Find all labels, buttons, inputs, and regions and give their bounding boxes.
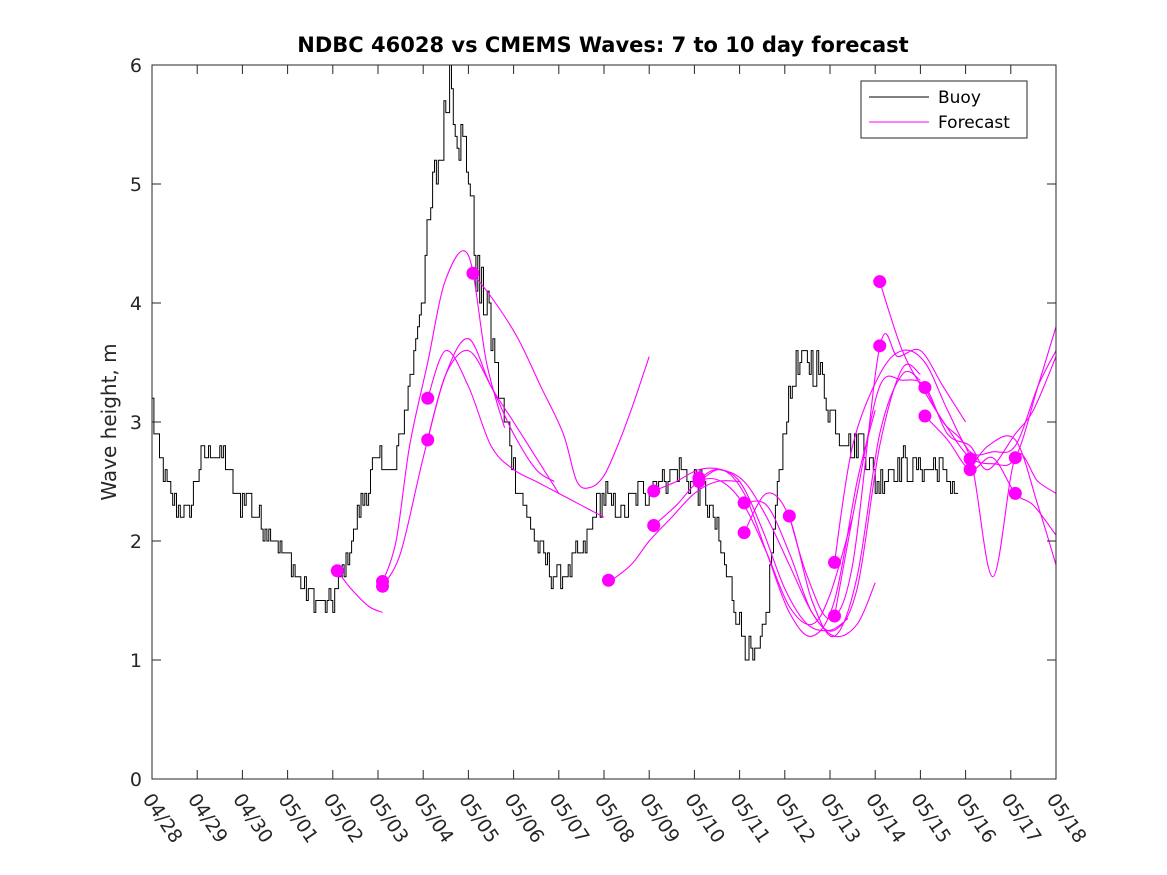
y-tick-label: 6 [130, 55, 142, 77]
y-tick-label: 4 [130, 293, 142, 315]
y-tick-label: 0 [130, 769, 142, 791]
series-layer [152, 64, 1057, 661]
forecast-marker [1008, 451, 1022, 465]
buoy-series-line [152, 64, 959, 661]
forecast-marker [466, 266, 480, 280]
forecast-series-line-15 [833, 349, 1057, 563]
forecast-marker [828, 555, 842, 569]
forecast-series-line-6 [472, 272, 650, 489]
forecast-marker [647, 484, 661, 498]
forecast-series-line-1 [336, 570, 383, 613]
forecast-marker [828, 609, 842, 623]
forecast-marker [782, 509, 796, 523]
forecast-series-line-5 [427, 349, 555, 482]
y-axis-label: Wave height, m [97, 343, 121, 500]
legend-buoy-label: Buoy [938, 88, 981, 108]
forecast-marker [873, 339, 887, 353]
forecast-series-line-7 [608, 480, 740, 584]
forecast-marker [963, 452, 977, 466]
forecast-series-line-18 [924, 387, 1057, 578]
forecast-marker [1008, 486, 1022, 500]
forecast-marker [647, 519, 661, 533]
forecast-series-line-13 [743, 370, 921, 638]
legend-box [860, 80, 1028, 139]
forecast-series-line-8 [653, 467, 876, 638]
forecast-series-line-3 [382, 338, 560, 587]
forecast-series-line-16 [833, 356, 1057, 617]
forecast-series-line-14 [788, 333, 967, 619]
forecast-series-line-4 [427, 350, 605, 518]
forecast-marker [737, 496, 751, 510]
forecast-marker [918, 409, 932, 423]
forecast-series-line-19 [924, 415, 1057, 536]
chart-title: NDBC 46028 vs CMEMS Waves: 7 to 10 day f… [297, 33, 908, 57]
legend-forecast-label: Forecast [938, 113, 1010, 133]
y-tick-label: 2 [130, 531, 142, 553]
y-tick-label: 3 [130, 412, 142, 434]
forecast-marker [692, 475, 706, 488]
forecast-series-line-20 [969, 435, 1057, 565]
forecast-series-line-2 [381, 250, 506, 583]
y-axis: 0 1 2 3 4 5 6 [130, 55, 1056, 791]
y-tick-label: 1 [130, 650, 142, 672]
forecast-marker [421, 433, 435, 447]
forecast-marker [963, 463, 977, 477]
forecast-marker [330, 564, 344, 578]
legend: Buoy Forecast [860, 80, 1028, 139]
forecast-markers [330, 266, 1022, 623]
forecast-marker [376, 579, 390, 593]
forecast-marker [918, 380, 932, 394]
plot-area [152, 65, 1056, 779]
forecast-marker [602, 573, 616, 587]
y-tick-label: 5 [130, 174, 142, 196]
forecast-marker [737, 526, 751, 540]
forecast-marker [873, 275, 887, 289]
forecast-marker [421, 391, 435, 405]
forecast-series-line-11 [698, 409, 876, 637]
